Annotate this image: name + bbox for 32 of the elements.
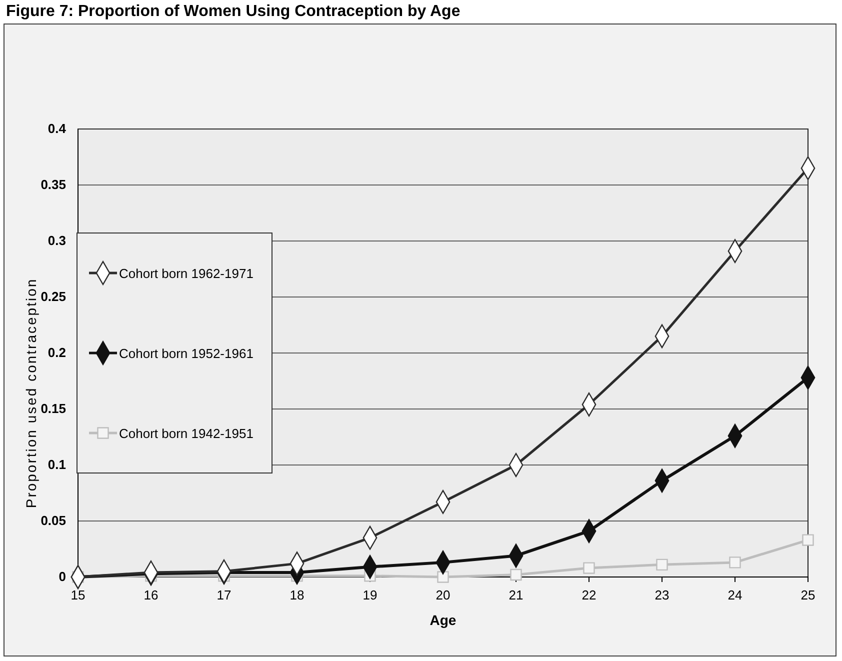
legend-label: Cohort born 1942-1951 — [119, 426, 254, 441]
point — [802, 534, 814, 546]
point — [729, 556, 741, 568]
point — [437, 571, 449, 583]
x-tick-label: 15 — [70, 587, 86, 602]
y-tick-label: 0.25 — [40, 289, 66, 304]
y-tick-label: 0.05 — [40, 513, 66, 528]
x-tick-label: 19 — [362, 587, 378, 602]
y-tick-label: 0.1 — [48, 457, 66, 472]
chart-title: Figure 7: Proportion of Women Using Contraception by Age — [6, 3, 460, 20]
legend-label: Cohort born 1952-1961 — [119, 346, 254, 361]
y-tick-label: 0.15 — [40, 401, 66, 416]
x-tick-label: 16 — [144, 587, 158, 602]
x-tick-label: 25 — [800, 587, 816, 602]
y-tick-label: 0.2 — [48, 345, 66, 360]
point — [656, 558, 668, 571]
x-tick-label: 17 — [216, 587, 232, 602]
point — [510, 568, 522, 581]
y-tick-label: 0.35 — [40, 177, 66, 192]
x-tick-label: 20 — [436, 587, 450, 602]
point — [583, 562, 595, 574]
y-tick-label: 0 — [58, 569, 66, 584]
x-tick-label: 18 — [290, 587, 304, 602]
y-axis-title: Proportion used contraception — [23, 278, 39, 508]
x-tick-label: 24 — [728, 587, 742, 602]
x-tick-label: 23 — [654, 587, 670, 602]
y-tick-label: 0.4 — [48, 121, 67, 136]
x-tick-label: 22 — [582, 587, 596, 602]
y-tick-label: 0.3 — [48, 233, 66, 248]
x-axis-title: Age — [430, 612, 456, 628]
legend-label: Cohort born 1962-1971 — [119, 266, 254, 281]
x-tick-label: 21 — [508, 587, 524, 602]
